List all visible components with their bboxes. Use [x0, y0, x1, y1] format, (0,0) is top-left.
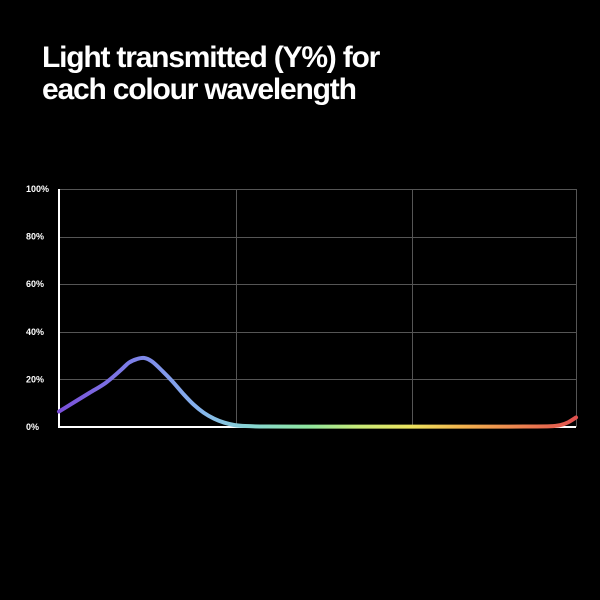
y-tick-label-20: 20%: [26, 374, 44, 384]
chart-title: Light transmitted (Y%) for each colour w…: [42, 42, 562, 106]
chart-title-line-1: Light transmitted (Y%) for: [42, 41, 380, 74]
y-tick-label-80: 80%: [26, 232, 44, 242]
y-tick-label-0: 0%: [26, 422, 39, 432]
y-tick-label-40: 40%: [26, 327, 44, 337]
y-tick-label-100: 100%: [26, 184, 49, 194]
series-line-0: [57, 355, 578, 429]
y-tick-label-60: 60%: [26, 279, 44, 289]
chart-title-line-2: each colour wavelength: [42, 73, 357, 106]
